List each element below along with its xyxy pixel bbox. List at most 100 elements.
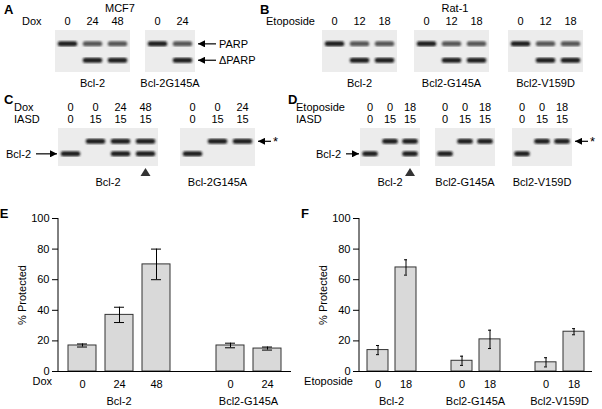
svg-text:18: 18 <box>404 101 416 113</box>
svg-text:Bcl-2G145A: Bcl-2G145A <box>188 176 248 188</box>
svg-text:15: 15 <box>211 113 223 125</box>
svg-text:18: 18 <box>479 101 491 113</box>
svg-text:Bcl-2: Bcl-2 <box>6 148 31 160</box>
svg-text:0: 0 <box>462 101 468 113</box>
svg-text:24: 24 <box>176 15 188 27</box>
svg-text:18: 18 <box>470 15 482 27</box>
svg-text:Bcl2-G145A: Bcl2-G145A <box>446 395 506 407</box>
svg-text:0: 0 <box>387 101 393 113</box>
svg-text:40: 40 <box>37 304 49 316</box>
svg-text:0: 0 <box>67 101 73 113</box>
svg-text:C: C <box>4 92 14 107</box>
svg-text:15: 15 <box>236 113 248 125</box>
svg-text:18: 18 <box>564 15 576 27</box>
svg-text:Bcl-2: Bcl-2 <box>379 395 404 407</box>
svg-text:Etoposide: Etoposide <box>266 15 315 27</box>
svg-text:0: 0 <box>331 15 337 27</box>
svg-text:0: 0 <box>423 15 429 27</box>
svg-text:60: 60 <box>37 273 49 285</box>
svg-text:0: 0 <box>539 101 545 113</box>
svg-text:0: 0 <box>442 113 448 125</box>
svg-text:0: 0 <box>442 101 448 113</box>
svg-text:100: 100 <box>332 212 350 224</box>
svg-text:0: 0 <box>64 15 70 27</box>
svg-text:A: A <box>4 2 14 17</box>
svg-text:Dox: Dox <box>14 101 34 113</box>
svg-text:15: 15 <box>139 113 151 125</box>
svg-text:12: 12 <box>539 15 551 27</box>
svg-text:0: 0 <box>79 378 85 390</box>
svg-text:F: F <box>301 206 309 221</box>
svg-text:15: 15 <box>89 113 101 125</box>
svg-text:IASD: IASD <box>296 113 322 125</box>
svg-text:0: 0 <box>375 378 381 390</box>
svg-text:20: 20 <box>338 334 350 346</box>
svg-text:0: 0 <box>519 101 525 113</box>
svg-text:24: 24 <box>86 15 98 27</box>
svg-text:12: 12 <box>445 15 457 27</box>
svg-text:Bcl2-V159D: Bcl2-V159D <box>530 395 589 407</box>
svg-text:20: 20 <box>37 334 49 346</box>
svg-text:15: 15 <box>384 113 396 125</box>
svg-text:15: 15 <box>479 113 491 125</box>
svg-text:0: 0 <box>227 378 233 390</box>
svg-text:Bcl-2G145A: Bcl-2G145A <box>140 77 200 89</box>
svg-text:0: 0 <box>92 101 98 113</box>
svg-text:Bcl2-V159D: Bcl2-V159D <box>516 77 575 89</box>
svg-text:15: 15 <box>556 113 568 125</box>
svg-text:18: 18 <box>400 378 412 390</box>
svg-text:*: * <box>273 134 278 149</box>
svg-text:Bcl-2: Bcl-2 <box>316 148 341 160</box>
svg-text:24: 24 <box>236 101 248 113</box>
svg-text:Bcl2-G145A: Bcl2-G145A <box>435 176 495 188</box>
svg-text:IASD: IASD <box>14 113 40 125</box>
svg-text:0: 0 <box>189 101 195 113</box>
svg-text:12: 12 <box>353 15 365 27</box>
svg-text:E: E <box>0 206 9 221</box>
svg-text:ΔPARP: ΔPARP <box>219 54 256 66</box>
svg-text:0: 0 <box>367 101 373 113</box>
svg-text:0: 0 <box>519 113 525 125</box>
svg-text:40: 40 <box>338 304 350 316</box>
svg-text:Bcl-2: Bcl-2 <box>106 395 131 407</box>
svg-text:60: 60 <box>338 273 350 285</box>
svg-text:Bcl2-V159D: Bcl2-V159D <box>513 176 572 188</box>
svg-text:24: 24 <box>261 378 273 390</box>
svg-text:Etoposide: Etoposide <box>304 375 353 387</box>
svg-text:Bcl-2: Bcl-2 <box>347 77 372 89</box>
svg-text:0: 0 <box>517 15 523 27</box>
svg-text:0: 0 <box>367 113 373 125</box>
svg-text:Bcl2-G145A: Bcl2-G145A <box>422 77 482 89</box>
svg-text:48: 48 <box>150 378 162 390</box>
svg-text:18: 18 <box>568 378 580 390</box>
svg-text:% Protected: % Protected <box>317 265 329 325</box>
svg-text:15: 15 <box>536 113 548 125</box>
svg-text:MCF7: MCF7 <box>105 2 135 14</box>
svg-text:0: 0 <box>214 101 220 113</box>
svg-text:Bcl-2: Bcl-2 <box>95 176 120 188</box>
svg-text:Dox: Dox <box>22 15 42 27</box>
svg-text:24: 24 <box>114 101 126 113</box>
svg-text:Dox: Dox <box>32 375 52 387</box>
svg-text:*: * <box>590 134 595 149</box>
svg-text:80: 80 <box>338 243 350 255</box>
svg-text:0: 0 <box>543 378 549 390</box>
svg-text:15: 15 <box>114 113 126 125</box>
svg-text:15: 15 <box>404 113 416 125</box>
svg-text:Rat-1: Rat-1 <box>442 2 469 14</box>
svg-text:15: 15 <box>459 113 471 125</box>
svg-text:48: 48 <box>111 15 123 27</box>
svg-text:Bcl2-G145A: Bcl2-G145A <box>219 395 279 407</box>
svg-text:% Protected: % Protected <box>16 265 28 325</box>
svg-text:0: 0 <box>67 113 73 125</box>
svg-text:0: 0 <box>154 15 160 27</box>
svg-text:0: 0 <box>459 378 465 390</box>
svg-text:24: 24 <box>113 378 125 390</box>
svg-text:80: 80 <box>37 243 49 255</box>
svg-text:48: 48 <box>139 101 151 113</box>
svg-text:18: 18 <box>484 378 496 390</box>
svg-text:100: 100 <box>31 212 49 224</box>
svg-text:0: 0 <box>189 113 195 125</box>
svg-text:Bcl-2: Bcl-2 <box>80 77 105 89</box>
svg-text:18: 18 <box>556 101 568 113</box>
